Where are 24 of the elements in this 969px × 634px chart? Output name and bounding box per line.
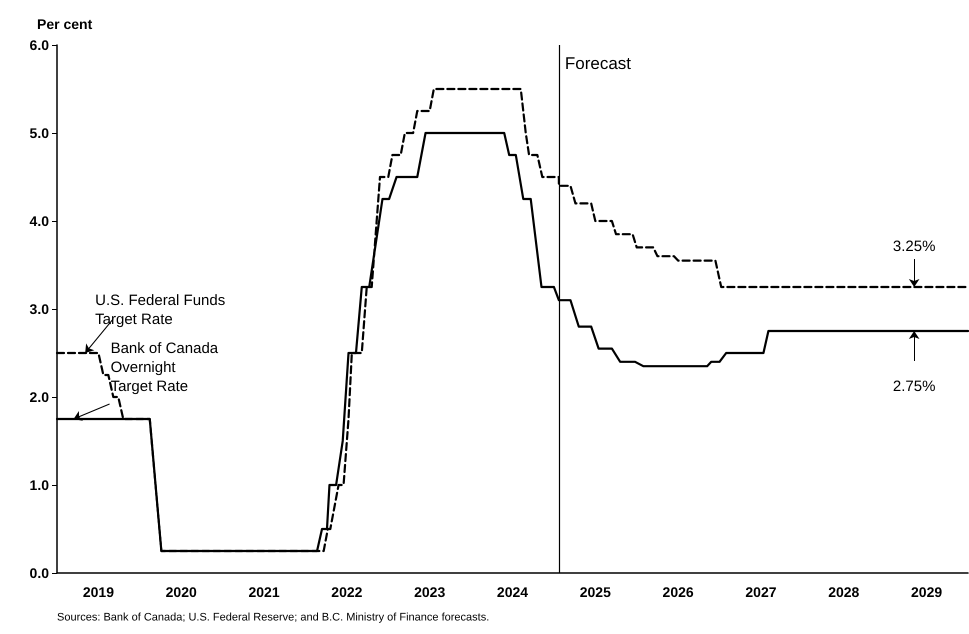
x-tick-label: 2023 bbox=[414, 584, 446, 600]
source-note: Sources: Bank of Canada; U.S. Federal Reserve; and B.C. Ministry of Finance forecasts. bbox=[57, 612, 490, 624]
x-tick-label: 2024 bbox=[496, 584, 528, 600]
x-tick-label: 2029 bbox=[911, 584, 942, 600]
y-tick-label: 5.0 bbox=[30, 125, 50, 141]
x-tick-label: 2028 bbox=[828, 584, 860, 600]
x-tick-label: 2019 bbox=[82, 584, 114, 600]
ref-line-label: Forecast bbox=[564, 54, 632, 73]
y-tick-label: 6.0 bbox=[30, 37, 50, 53]
annotation: 3.25% bbox=[892, 238, 936, 255]
y-tick-label: 0.0 bbox=[30, 565, 50, 581]
y-tick-label: 3.0 bbox=[30, 301, 50, 317]
x-tick-label: 2027 bbox=[745, 584, 777, 600]
x-tick-label: 2025 bbox=[580, 584, 612, 600]
y-tick-label: 4.0 bbox=[30, 213, 50, 229]
annotation: U.S. Federal Funds Target Rate bbox=[95, 292, 230, 328]
y-tick-label: 2.0 bbox=[30, 389, 50, 405]
x-tick-label: 2022 bbox=[331, 584, 363, 600]
y-axis-title: Per cent bbox=[37, 16, 93, 32]
x-tick-label: 2021 bbox=[248, 584, 280, 600]
y-tick-label: 1.0 bbox=[30, 477, 50, 493]
x-tick-label: 2026 bbox=[662, 584, 694, 600]
annotation: 2.75% bbox=[892, 378, 936, 395]
x-tick-label: 2020 bbox=[166, 584, 198, 600]
